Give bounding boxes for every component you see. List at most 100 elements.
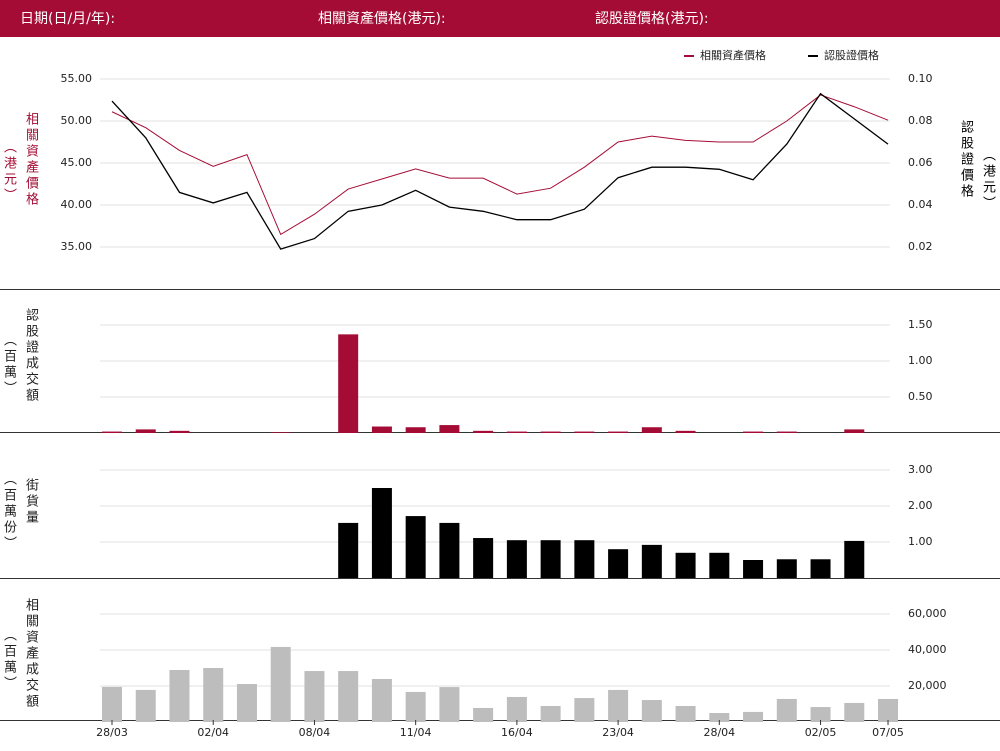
underlying-label: 相關資產價格(港元): (318, 10, 446, 27)
x-tick-label: 11/04 (400, 726, 432, 739)
bar (338, 671, 359, 722)
bar (844, 540, 865, 578)
bar (608, 549, 629, 578)
bar (270, 432, 291, 433)
bar (608, 431, 629, 433)
bar (574, 540, 595, 578)
y2-tick-label: 0.08 (908, 114, 933, 127)
bar (608, 689, 629, 722)
bar (810, 707, 831, 722)
line (111, 94, 889, 236)
axis-title: （港元） (1, 140, 16, 204)
y-tick-label: 60,000 (908, 607, 947, 620)
bar (641, 427, 662, 433)
bar (844, 429, 865, 433)
bar (338, 522, 359, 578)
y-tick-label: 55.00 (61, 72, 93, 85)
bar (878, 698, 899, 722)
bar (405, 691, 426, 722)
line (111, 92, 889, 250)
axis-title: 相關資產成交額 (23, 598, 38, 710)
bar (844, 702, 865, 722)
bar (675, 552, 696, 578)
bar (236, 684, 257, 722)
bar (270, 646, 291, 722)
y2-tick-label: 0.10 (908, 72, 933, 85)
y2-tick-label: 0.02 (908, 240, 933, 253)
x-tick-label: 28/04 (703, 726, 735, 739)
header-bar (0, 0, 1000, 37)
bar (135, 689, 156, 722)
bar (371, 426, 392, 433)
bar (540, 705, 561, 722)
y-tick-label: 1.00 (908, 535, 933, 548)
bar (473, 707, 494, 722)
y-tick-label: 0.50 (908, 390, 933, 403)
x-tick-label: 08/04 (299, 726, 331, 739)
bar (506, 540, 527, 578)
axis-title: 認股證成交額 (23, 308, 38, 404)
y-tick-label: 1.00 (908, 354, 933, 367)
x-tick-label: 02/05 (805, 726, 837, 739)
bar (540, 540, 561, 578)
y-tick-label: 3.00 (908, 463, 933, 476)
bar (506, 696, 527, 722)
bar (473, 430, 494, 433)
y2-tick-label: 0.04 (908, 198, 933, 211)
bar (641, 700, 662, 722)
bar (169, 430, 190, 433)
axis-title: （百萬） (1, 333, 16, 397)
x-tick-label: 02/04 (197, 726, 229, 739)
bar (743, 431, 764, 433)
bar (810, 559, 831, 578)
axis-title: 相關資產價格 (23, 112, 38, 208)
axis-title: （百萬） (1, 628, 16, 692)
bar (102, 686, 122, 722)
bar (304, 671, 325, 722)
bar (371, 678, 392, 722)
bar (371, 488, 392, 578)
bar (574, 698, 595, 722)
y2-tick-label: 0.06 (908, 156, 933, 169)
y-tick-label: 35.00 (61, 240, 93, 253)
y-tick-label: 1.50 (908, 318, 933, 331)
bar (439, 687, 460, 722)
bar (675, 705, 696, 722)
bar (776, 431, 797, 433)
bar (169, 669, 190, 722)
bar (709, 713, 730, 722)
bar (540, 431, 561, 433)
x-tick-label: 28/03 (96, 726, 128, 739)
bar (338, 334, 359, 433)
y-tick-label: 2.00 (908, 499, 933, 512)
x-tick-label: 07/05 (872, 726, 904, 739)
axis-title: （百萬份） (1, 472, 16, 552)
axis-title: （港元） (980, 148, 995, 212)
bar (641, 544, 662, 578)
y-tick-label: 20,000 (908, 679, 947, 692)
bar (743, 711, 764, 722)
bar (574, 431, 595, 433)
axis-title: 街貨量 (23, 478, 38, 526)
x-tick-label: 16/04 (501, 726, 533, 739)
warrant-label: 認股證價格(港元): (595, 10, 709, 27)
axis-title: 認股證價格 (958, 120, 973, 200)
y-tick-label: 40,000 (908, 643, 947, 656)
bar (102, 431, 122, 433)
bar (405, 427, 426, 433)
legend-label: 相關資產價格 (700, 48, 766, 62)
bar (709, 552, 730, 578)
bar (506, 431, 527, 433)
bar (439, 522, 460, 578)
y-tick-label: 50.00 (61, 114, 93, 127)
bar (405, 516, 426, 578)
bar (473, 538, 494, 578)
bar (203, 668, 224, 722)
date-label: 日期(日/月/年): (20, 11, 115, 27)
bar (675, 430, 696, 433)
bar (743, 560, 764, 578)
x-tick-label: 23/04 (602, 726, 634, 739)
bar (135, 429, 156, 433)
